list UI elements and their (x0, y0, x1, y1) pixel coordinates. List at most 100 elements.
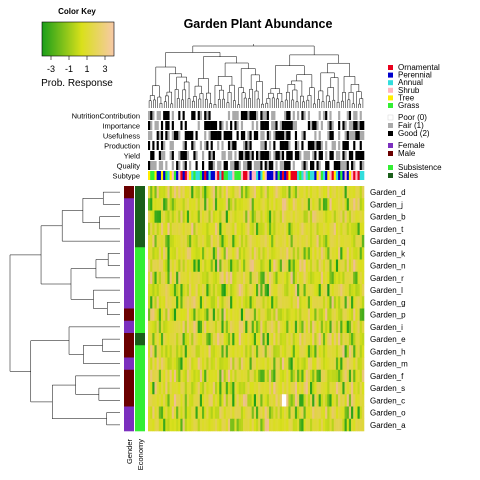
heatmap-cell (355, 320, 358, 334)
heatmap-cell (148, 357, 151, 371)
heatmap-cell (225, 406, 229, 420)
heatmap-cell (148, 259, 151, 273)
column-annotation-cell (236, 141, 240, 150)
column-annotation-cell (297, 171, 300, 180)
heatmap-cell (165, 382, 168, 395)
column-annotation-cell (294, 151, 298, 160)
column-annotation-cell (262, 151, 265, 160)
column-annotation-label: NutritionContribution (72, 112, 140, 121)
heatmap-cell (294, 284, 298, 297)
column-annotation-cell (279, 171, 283, 180)
column-annotation-cell (210, 121, 214, 130)
heatmap-cell (225, 382, 229, 395)
column-annotation-cell (204, 151, 207, 160)
heatmap-cell (169, 357, 173, 371)
column-annotation-cell (191, 141, 194, 150)
heatmap-cell (251, 235, 255, 248)
heatmap-cell (338, 198, 341, 211)
column-annotation-cell (251, 171, 255, 180)
heatmap-cell (232, 345, 235, 358)
heatmap-cell (160, 418, 164, 432)
heatmap-cell (182, 345, 186, 358)
column-annotation-cell (355, 111, 358, 120)
heatmap-cell (150, 296, 153, 309)
heatmap-cell (279, 210, 283, 224)
heatmap-cell (230, 259, 233, 273)
heatmap-cell (279, 345, 283, 358)
heatmap-cell (197, 320, 201, 334)
heatmap-cell (184, 271, 188, 285)
heatmap-cell (193, 210, 196, 224)
column-dendrogram (148, 44, 364, 108)
heatmap-cell (212, 406, 216, 420)
heatmap-cell (288, 418, 291, 432)
column-annotation-cell (186, 171, 190, 180)
heatmap-cell (243, 345, 246, 358)
heatmap-cell (348, 394, 352, 407)
heatmap-cell (316, 186, 319, 199)
heatmap-cell (279, 333, 283, 346)
heatmap-cell (266, 284, 270, 297)
heatmap-cell (320, 418, 324, 432)
heatmap-cell (227, 382, 231, 395)
heatmap-cell (279, 320, 283, 334)
heatmap-cell (186, 284, 190, 297)
column-annotation-cell (227, 121, 231, 130)
column-annotation-cell (202, 161, 205, 170)
heatmap-cell (329, 284, 332, 297)
heatmap-cell (169, 210, 173, 224)
heatmap-cell (355, 210, 358, 224)
heatmap-cell (318, 222, 322, 236)
heatmap-cell (158, 382, 162, 395)
column-annotation-cell (230, 141, 233, 150)
column-annotation-cell (351, 131, 354, 140)
column-annotation-cell (163, 161, 166, 170)
column-annotation-cell (273, 121, 276, 130)
heatmap-cell (346, 210, 350, 224)
heatmap-cell (197, 345, 201, 358)
heatmap-cell (361, 308, 365, 322)
heatmap-cell (148, 186, 151, 199)
heatmap-cell (156, 247, 160, 260)
heatmap-cell (158, 345, 162, 358)
heatmap-cell (221, 271, 224, 285)
gender-bar-cell (124, 418, 134, 432)
heatmap-cell (227, 418, 231, 432)
heatmap-cell (333, 369, 337, 383)
heatmap-cell (262, 259, 265, 273)
column-annotation-cell (294, 171, 298, 180)
heatmap-cell (243, 418, 246, 432)
column-annotation-cell (318, 131, 322, 140)
heatmap-cell (158, 333, 162, 346)
heatmap-cell (277, 357, 281, 371)
heatmap-cell (340, 210, 343, 224)
heatmap-cell (359, 320, 363, 334)
heatmap-cell (173, 308, 177, 322)
heatmap-cell (227, 222, 231, 236)
heatmap-cell (236, 271, 240, 285)
column-annotation-cell (232, 111, 235, 120)
column-annotation-cell (333, 151, 337, 160)
heatmap-cell (281, 369, 285, 383)
heatmap-cell (338, 394, 341, 407)
column-annotation-cell (310, 121, 313, 130)
heatmap-cell (173, 406, 177, 420)
column-annotation-cell (223, 171, 227, 180)
column-annotation-cell (150, 161, 153, 170)
heatmap-cell (262, 320, 265, 334)
heatmap-cell (191, 357, 194, 371)
heatmap-cell (238, 222, 242, 236)
heatmap-cell (353, 210, 356, 224)
heatmap-cell (206, 235, 209, 248)
column-annotation-cell (273, 131, 276, 140)
column-annotation-cell (301, 121, 304, 130)
heatmap-cell (312, 271, 315, 285)
heatmap-cell (230, 333, 233, 346)
heatmap-cell (221, 296, 224, 309)
heatmap-cell (176, 345, 179, 358)
heatmap-cell (281, 186, 285, 199)
column-annotation-cell (236, 111, 240, 120)
column-annotation-cell (286, 131, 289, 140)
heatmap-cell (312, 357, 315, 371)
heatmap-cell (148, 271, 151, 285)
